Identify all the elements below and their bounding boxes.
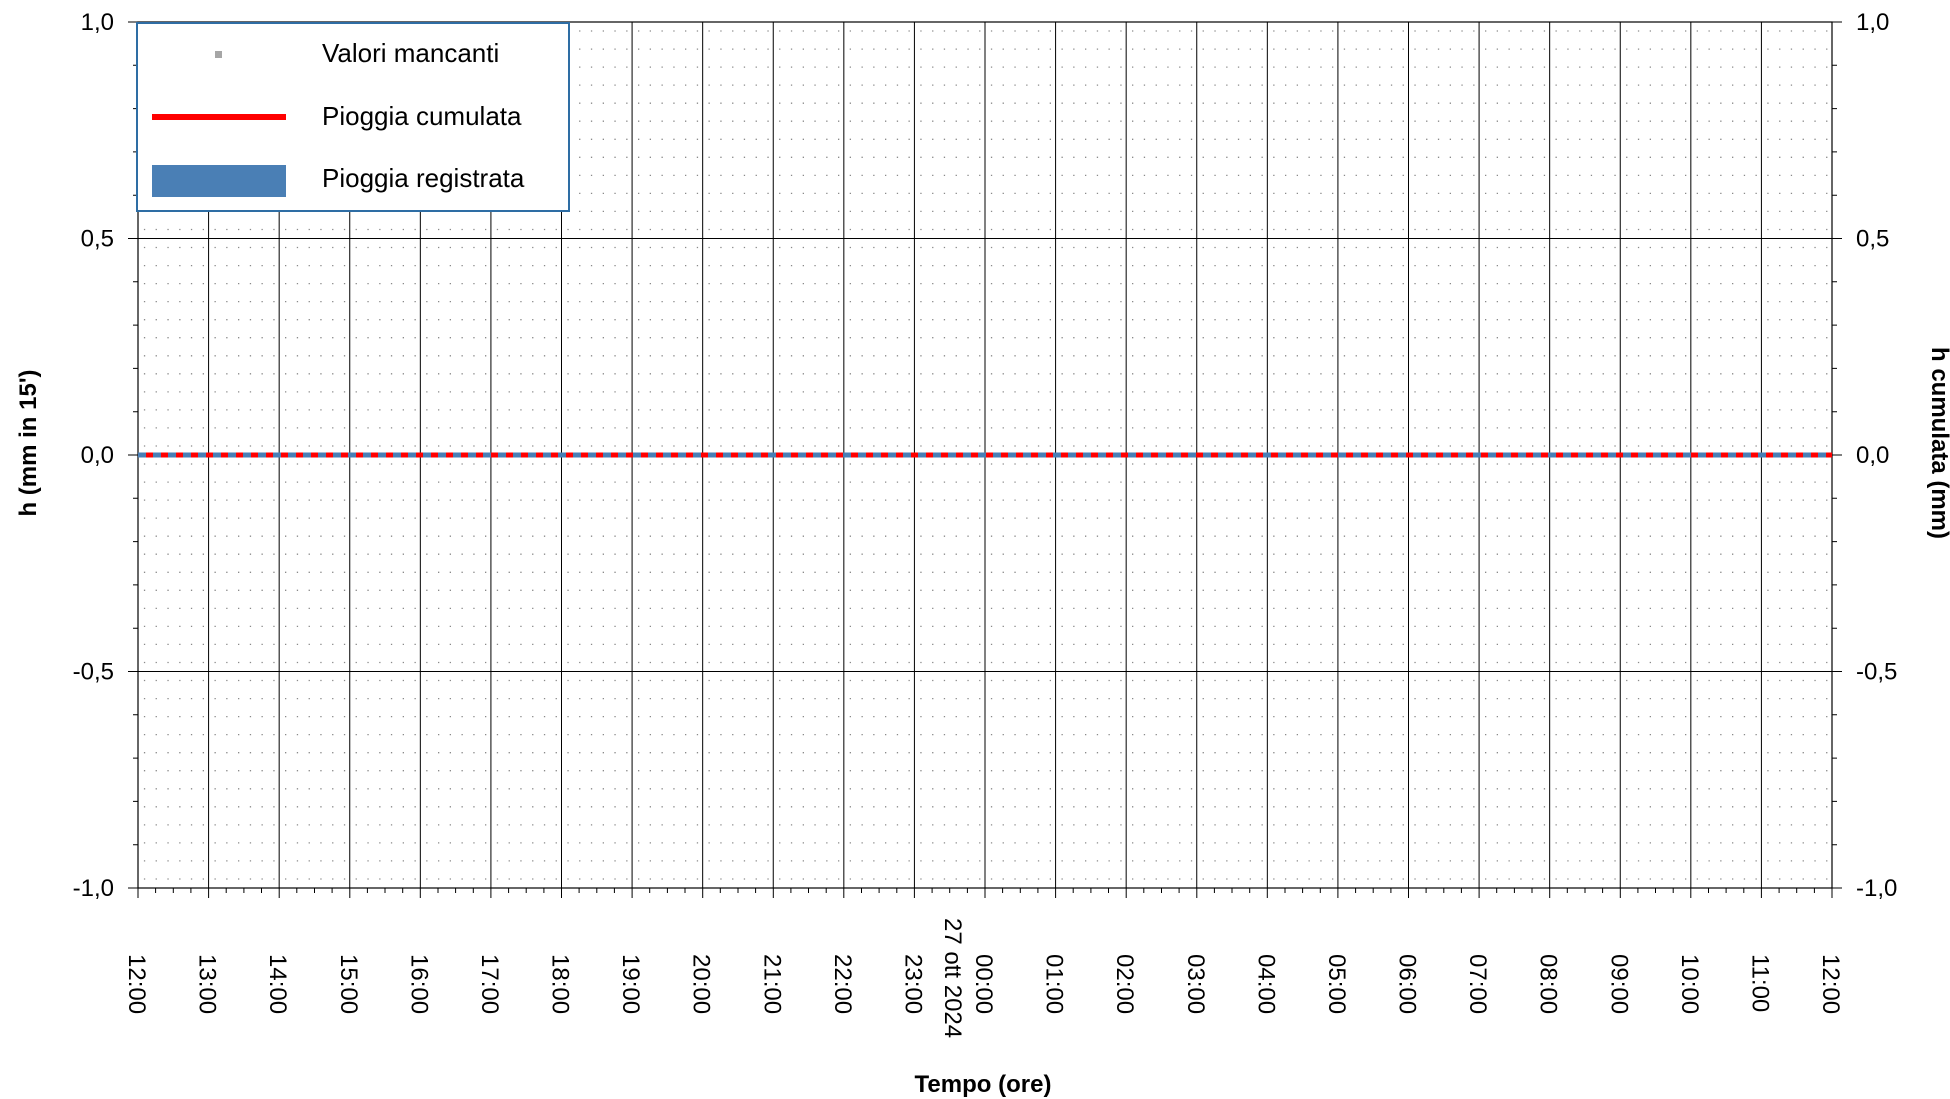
axis-tick-marks <box>128 21 1842 898</box>
x-tick-label: 01:00 <box>1041 954 1068 1014</box>
x-tick-label: 06:00 <box>1394 954 1421 1014</box>
y2-tick-label: 0,5 <box>1856 226 1889 253</box>
x-tick-label: 18:00 <box>547 954 574 1014</box>
x-tick-label: 14:00 <box>264 954 291 1014</box>
x-tick-label: 13:00 <box>194 954 221 1014</box>
legend: Valori mancanti Pioggia cumulata Pioggia… <box>136 22 570 212</box>
x-tick-label: 19:00 <box>617 954 644 1014</box>
recorded-rain-bar-symbol <box>152 165 286 197</box>
y-tick-label: -1,0 <box>73 875 114 902</box>
x-tick-label: 08:00 <box>1535 954 1562 1014</box>
x-tick-label: 04:00 <box>1252 954 1279 1014</box>
x-tick-label: 11:00 <box>1746 954 1773 1012</box>
legend-label-missing-values: Valori mancanti <box>322 38 499 68</box>
x-tick-label: 12:00 <box>1817 954 1844 1014</box>
x-tick-label: 23:00 <box>899 954 926 1014</box>
x-tick-label: 16:00 <box>405 954 432 1014</box>
y-tick-label: 1,0 <box>81 9 114 36</box>
x-tick-label: 02:00 <box>1111 954 1138 1014</box>
x-tick-label: 05:00 <box>1323 954 1350 1014</box>
y2-tick-label: -0,5 <box>1856 659 1897 686</box>
legend-label-cumulative-rain: Pioggia cumulata <box>322 101 522 131</box>
x-tick-label: 15:00 <box>335 954 362 1014</box>
y2-tick-label: 1,0 <box>1856 9 1889 36</box>
x-tick-labels: 12:00 13:00 14:00 15:00 16:00 17:00 18:00 19:00… <box>123 954 1844 1014</box>
missing-values-symbol <box>215 51 222 58</box>
minor-ticks <box>128 21 1842 898</box>
y-tick-label: -0,5 <box>73 659 114 686</box>
x-tick-label: 12:00 <box>123 954 150 1014</box>
x-tick-label: 17:00 <box>476 954 503 1014</box>
legend-label-recorded-rain: Pioggia registrata <box>322 163 525 193</box>
y2-axis-title: h cumulata (mm) <box>1926 347 1950 539</box>
y2-tick-label: -1,0 <box>1856 875 1897 902</box>
x-tick-label: 21:00 <box>758 954 785 1014</box>
x-tick-label: 00:00 <box>970 954 997 1014</box>
y2-tick-label: 0,0 <box>1856 442 1889 469</box>
y-tick-label: 0,0 <box>81 442 114 469</box>
y-tick-label: 0,5 <box>81 226 114 253</box>
left-y-tick-labels: 1,0 0,5 0,0 -0,5 -1,0 <box>73 9 114 902</box>
right-y-tick-labels: 1,0 0,5 0,0 -0,5 -1,0 <box>1856 9 1897 902</box>
x-axis-title: Tempo (ore) <box>915 1071 1052 1098</box>
x-tick-label: 20:00 <box>688 954 715 1014</box>
x-tick-label: 07:00 <box>1464 954 1491 1014</box>
x-tick-label: 22:00 <box>829 954 856 1014</box>
date-label: 27 ott 2024 <box>939 918 966 1038</box>
x-tick-label: 03:00 <box>1182 954 1209 1014</box>
x-tick-label: 10:00 <box>1676 954 1703 1014</box>
x-tick-label: 09:00 <box>1605 954 1632 1014</box>
cumulative-rain-line-symbol <box>152 114 286 120</box>
y-axis-title: h (mm in 15') <box>15 369 42 516</box>
